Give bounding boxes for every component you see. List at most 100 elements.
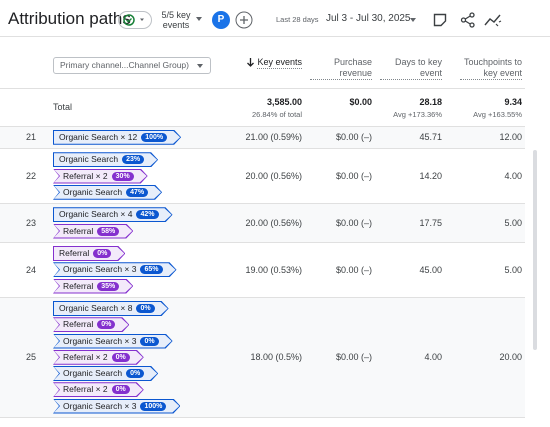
chip-content: Referral 35% — [63, 281, 120, 291]
path-step: Organic Search × 4 42% — [53, 207, 232, 222]
share-icon[interactable] — [460, 12, 476, 28]
total-value: 28.18 — [419, 96, 442, 107]
path-row: 21 Organic Search × 12 100% 21.00 (0.59%) $0… — [0, 126, 525, 149]
path-step: Organic Search × 3 65% — [53, 262, 232, 277]
share-badge: 35% — [97, 281, 120, 291]
column-header[interactable]: Purchase revenue — [310, 57, 372, 80]
channel-chip: Referral 0% — [53, 246, 125, 261]
path-step: Referral × 2 0% — [53, 382, 232, 397]
add-comparison[interactable] — [235, 11, 253, 29]
share-badge: 0% — [140, 336, 159, 346]
channel-name: Organic Search × 3 — [63, 400, 137, 411]
metric-cell: $0.00 (–) — [305, 126, 375, 149]
metric-cell: 45.00 — [375, 242, 445, 298]
avatar[interactable]: P — [212, 11, 230, 29]
channel-chip: Organic Search × 12 100% — [53, 130, 181, 145]
metric-cell: 19.00 (0.53%) — [235, 242, 305, 298]
channel-name: Referral — [63, 225, 94, 236]
total-value: 9.34 — [504, 96, 522, 107]
metric-cell: $0.00 (–) — [305, 148, 375, 204]
column-header[interactable]: Touchpoints to key event — [460, 57, 522, 80]
channel-name: Organic Search — [63, 186, 123, 197]
path-step: Referral 0% — [53, 317, 232, 332]
chip-content: Organic Search × 3 65% — [63, 264, 163, 275]
status-icon — [123, 14, 144, 26]
column-header[interactable]: Days to key event — [380, 57, 442, 80]
chip-content: Referral 58% — [63, 225, 120, 236]
dimension-dropdown[interactable]: Primary channel...Channel Group) — [53, 57, 211, 74]
share-badge: 23% — [122, 155, 145, 165]
column-header-cell: Purchase revenue — [305, 45, 375, 89]
path-step: Referral 35% — [53, 279, 232, 294]
share-badge: 65% — [140, 265, 163, 275]
key-events-selector[interactable]: 5/5 key events — [161, 10, 191, 30]
path-step: Organic Search × 3 0% — [53, 334, 232, 349]
channel-chip: Referral 35% — [53, 279, 133, 294]
path-row: 22 Organic Search 23% Referral × 2 30% Organi… — [0, 148, 525, 204]
rank-cell: 22 — [0, 148, 50, 204]
share-badge: 0% — [93, 249, 112, 258]
total-subtext: Avg +163.55% — [473, 109, 522, 119]
dropdown-arrow — [410, 18, 416, 22]
share-badge: 0% — [126, 369, 145, 378]
customize-icon[interactable] — [432, 12, 448, 28]
share-badge: 47% — [126, 187, 149, 197]
metric-cell: 17.75 — [375, 203, 445, 243]
chip-content: Organic Search × 3 100% — [63, 400, 167, 411]
channel-chip: Organic Search 23% — [53, 152, 158, 167]
channel-name: Referral — [59, 248, 90, 258]
share-badge: 0% — [97, 320, 116, 330]
channel-chip: Organic Search × 4 42% — [53, 207, 173, 222]
path-step: Organic Search × 3 100% — [53, 399, 232, 414]
total-cell: 9.34 Avg +163.55% — [445, 88, 525, 127]
metric-cell: $0.00 (–) — [305, 242, 375, 298]
header-row: Primary channel...Channel Group) Key even… — [0, 45, 525, 89]
total-row: Total 3,585.00 26.84% of total $0.00 28.18 Av… — [0, 88, 525, 127]
share-badge: 0% — [111, 385, 130, 395]
total-value: $0.00 — [349, 96, 372, 107]
channel-chip: Referral × 2 0% — [53, 382, 144, 397]
metric-cell: 45.71 — [375, 126, 445, 149]
channel-chip: Organic Search × 3 0% — [53, 334, 173, 349]
channel-name: Organic Search × 3 — [63, 264, 137, 275]
path-step: Referral × 2 0% — [53, 350, 232, 365]
chip-content: Organic Search × 3 0% — [63, 336, 159, 346]
path-cell: Organic Search × 4 42% Referral 58% — [50, 203, 235, 243]
path-cell: Organic Search × 12 100% — [50, 126, 235, 149]
metric-cell: $0.00 (–) — [305, 203, 375, 243]
scrollbar[interactable] — [533, 150, 537, 350]
share-badge: 42% — [136, 210, 159, 220]
rank-cell: 24 — [0, 242, 50, 298]
metric-cell: 21.00 (0.59%) — [235, 126, 305, 149]
channel-name: Referral × 2 — [63, 170, 108, 181]
insights-icon[interactable] — [484, 12, 502, 28]
path-cell: Referral 0% Organic Search × 3 65% Referral 3… — [50, 242, 235, 298]
divider — [0, 36, 550, 37]
column-header[interactable]: Key events — [257, 57, 302, 69]
total-cell: $0.00 — [305, 88, 375, 127]
metric-cell: 4.00 — [445, 148, 525, 204]
paths-table: Primary channel...Channel Group) Key even… — [0, 45, 525, 418]
rank-cell — [0, 88, 50, 127]
channel-chip: Organic Search × 3 100% — [53, 399, 180, 414]
page-title: Attribution paths — [8, 9, 131, 28]
total-value: 3,585.00 — [266, 96, 302, 107]
status-dropdown[interactable] — [118, 11, 152, 29]
channel-name: Referral × 2 — [63, 384, 108, 395]
share-badge: 100% — [140, 401, 167, 411]
channel-chip: Referral 0% — [53, 317, 129, 332]
total-label: Total — [50, 88, 235, 127]
column-header-cell: Key events — [235, 45, 305, 89]
channel-chip: Organic Search 47% — [53, 185, 162, 200]
metric-cell: 5.00 — [445, 203, 525, 243]
path-row: 25 Organic Search × 8 0% Referral 0% Organic … — [0, 297, 525, 418]
sort-arrow — [247, 58, 255, 67]
chip-content: Referral × 2 30% — [63, 171, 134, 181]
dropdown-arrow — [197, 64, 203, 68]
path-step: Organic Search × 12 100% — [53, 130, 232, 145]
path-row: 24 Referral 0% Organic Search × 3 65% Referra… — [0, 242, 525, 298]
dropdown-arrow — [196, 17, 202, 21]
rank-header — [0, 45, 50, 89]
date-range[interactable]: Jul 3 - Jul 30, 2025 — [326, 13, 411, 24]
